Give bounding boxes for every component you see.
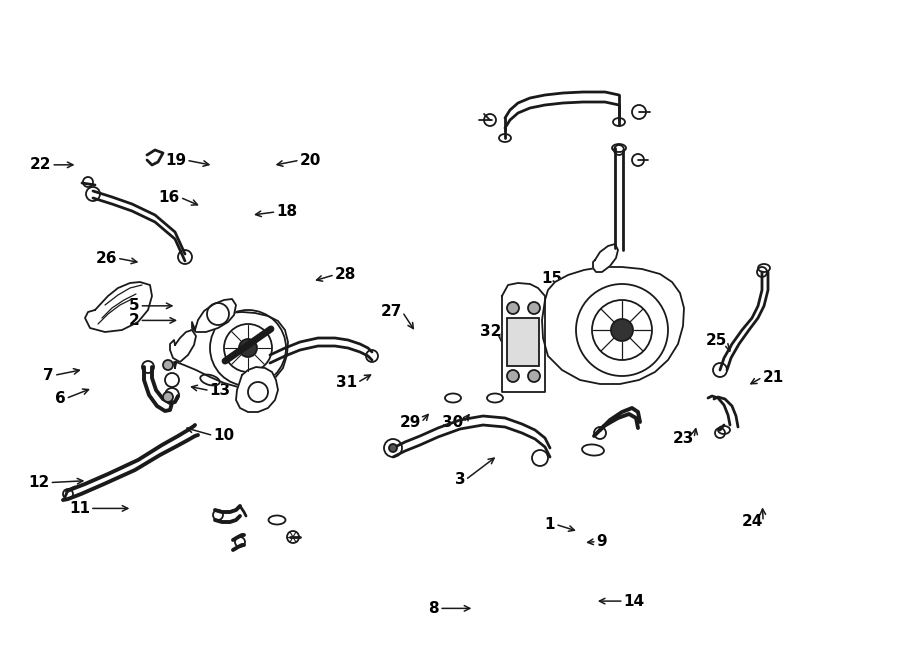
Polygon shape: [85, 282, 152, 332]
Text: 18: 18: [276, 205, 297, 219]
Text: 24: 24: [742, 514, 763, 529]
Text: 19: 19: [166, 153, 186, 167]
Text: 12: 12: [28, 475, 50, 490]
Polygon shape: [502, 283, 545, 392]
Text: 26: 26: [95, 251, 117, 265]
Text: 2: 2: [129, 313, 140, 328]
Text: 13: 13: [210, 383, 230, 398]
Circle shape: [239, 339, 257, 357]
Polygon shape: [174, 312, 288, 388]
Text: 28: 28: [335, 267, 356, 282]
Text: 16: 16: [158, 190, 180, 205]
Polygon shape: [593, 244, 618, 272]
Circle shape: [163, 360, 173, 370]
Circle shape: [528, 302, 540, 314]
Circle shape: [507, 370, 519, 382]
Text: 11: 11: [69, 501, 90, 516]
Text: 9: 9: [597, 534, 608, 549]
Text: 8: 8: [428, 601, 439, 616]
Text: 5: 5: [129, 299, 140, 313]
Text: 32: 32: [480, 324, 501, 338]
Text: 30: 30: [442, 415, 464, 430]
Text: 6: 6: [55, 391, 66, 406]
Polygon shape: [542, 267, 684, 384]
Polygon shape: [192, 299, 236, 332]
Text: 25: 25: [706, 334, 727, 348]
Text: 4: 4: [240, 363, 251, 378]
Text: 21: 21: [762, 370, 784, 385]
Text: 15: 15: [542, 271, 562, 285]
Bar: [507, 318, 539, 366]
Circle shape: [611, 319, 633, 341]
Text: 14: 14: [624, 594, 644, 608]
Text: 27: 27: [381, 305, 402, 319]
Circle shape: [528, 370, 540, 382]
Text: 22: 22: [30, 158, 51, 172]
Circle shape: [484, 114, 496, 126]
Circle shape: [163, 392, 173, 402]
Text: 23: 23: [672, 431, 694, 446]
Text: 17: 17: [593, 359, 614, 374]
Text: 20: 20: [300, 153, 321, 167]
Text: 1: 1: [544, 517, 555, 532]
Circle shape: [507, 302, 519, 314]
Text: 3: 3: [454, 473, 465, 487]
Text: 7: 7: [43, 368, 54, 383]
Text: 29: 29: [400, 415, 421, 430]
Polygon shape: [236, 367, 278, 412]
Text: 31: 31: [337, 375, 357, 390]
Text: 10: 10: [213, 428, 234, 443]
Polygon shape: [170, 330, 196, 362]
Circle shape: [389, 444, 397, 452]
